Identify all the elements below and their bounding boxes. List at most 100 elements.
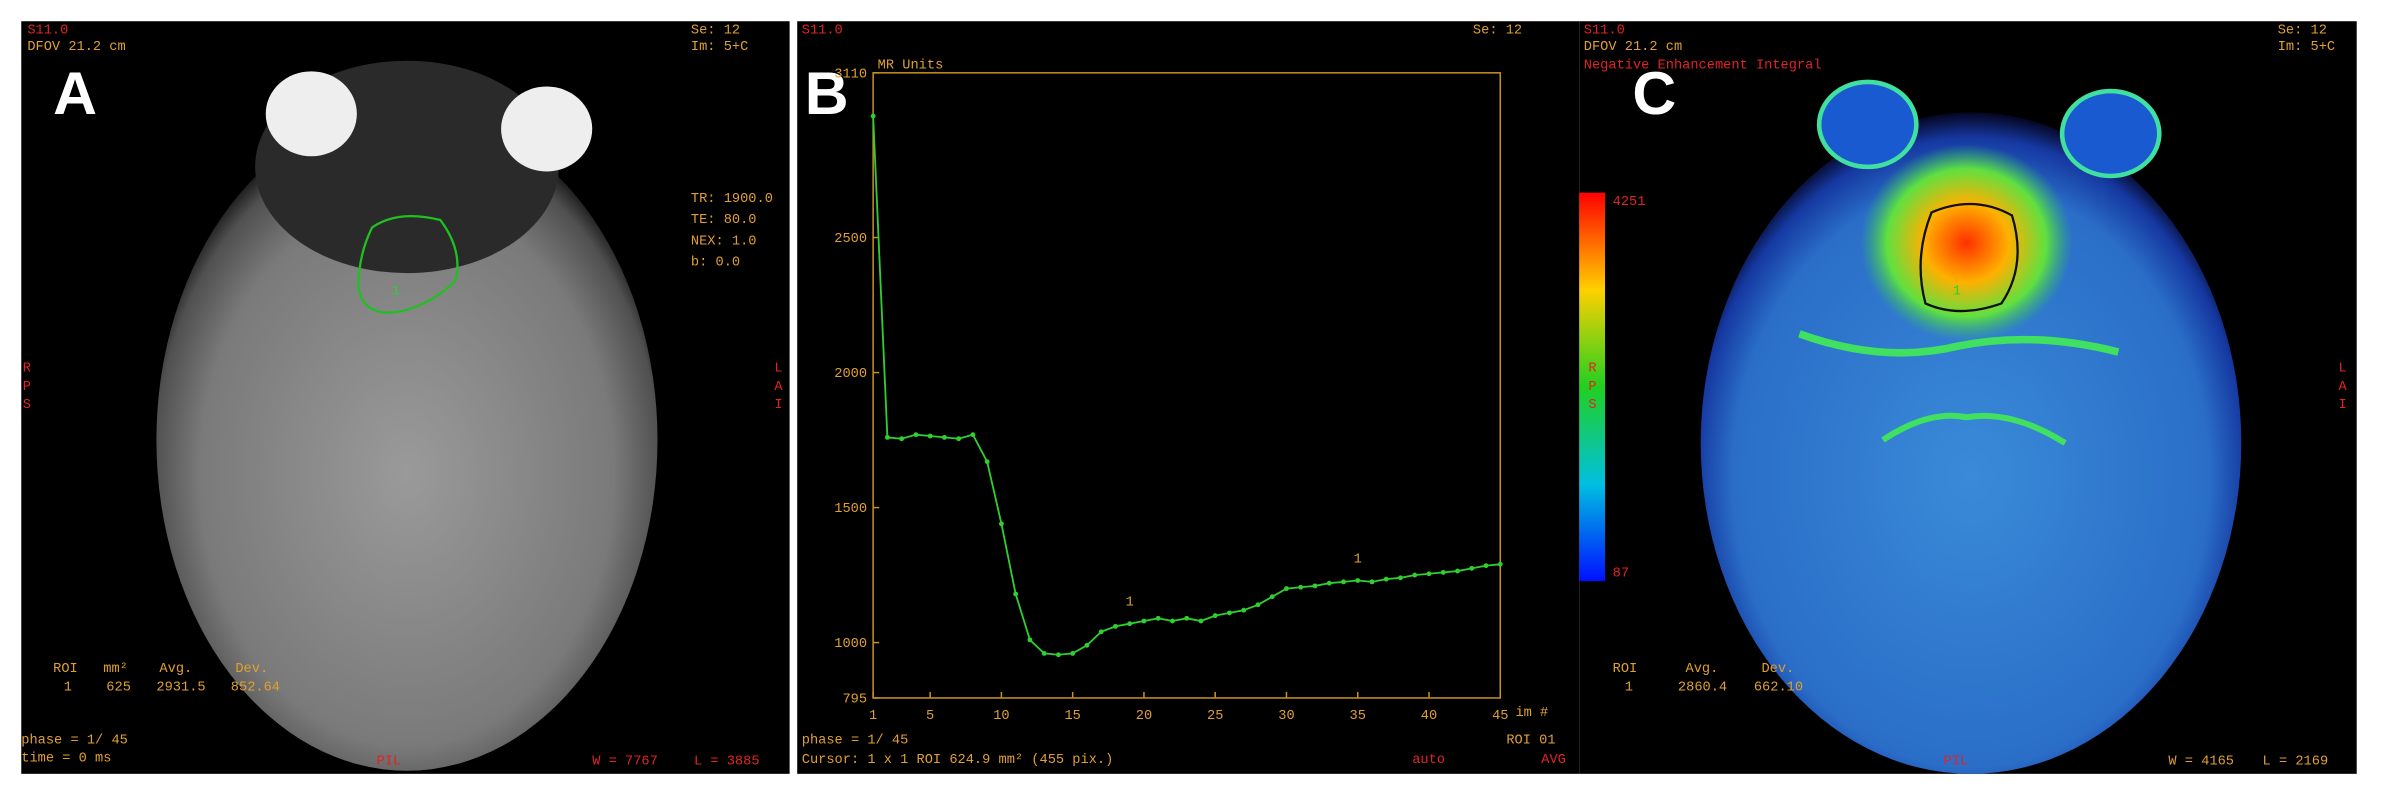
data-point xyxy=(1141,618,1147,624)
orientation: R xyxy=(1588,362,1596,377)
data-point xyxy=(941,434,947,440)
y-tick-label: 2500 xyxy=(834,232,867,247)
y-tick-label: 795 xyxy=(842,693,867,708)
roi-mark: 1 xyxy=(392,284,400,299)
data-point xyxy=(1027,637,1033,643)
data-point xyxy=(1070,650,1076,656)
data-point xyxy=(1355,578,1361,583)
curve-label: 1 xyxy=(1354,552,1362,567)
data-point xyxy=(1041,650,1047,656)
data-point xyxy=(1383,576,1389,582)
data-point xyxy=(1298,584,1304,590)
series: Se: 12 xyxy=(691,23,740,38)
data-point xyxy=(998,521,1004,527)
colorbar-max: 4251 xyxy=(1613,195,1646,210)
data-point xyxy=(1412,572,1418,578)
data-point xyxy=(1483,563,1489,569)
plot-frame xyxy=(872,72,1502,699)
image-number: Im: 5+C xyxy=(691,40,748,55)
roi-header: Avg. xyxy=(159,662,192,677)
roi-contour xyxy=(357,214,459,314)
x-tick-label: 45 xyxy=(1492,709,1508,724)
data-point xyxy=(1398,575,1403,581)
x-tick-label: 35 xyxy=(1350,709,1366,724)
data-point xyxy=(1455,568,1460,574)
panel-a: 1 A S11.0 DFOV 21.2 cm Se: 12 Im: 5+C TR… xyxy=(21,21,790,774)
cursor: Cursor: 1 x 1 ROI 624.9 mm² (455 pix.) xyxy=(802,753,1114,768)
data-point xyxy=(1127,621,1133,627)
level: L = 3885 xyxy=(694,755,760,770)
mri-eye xyxy=(2059,88,2162,179)
dfov: DFOV 21.2 cm xyxy=(27,40,125,55)
y-tick-label: 3110 xyxy=(834,67,867,82)
x-tick-label: 40 xyxy=(1421,709,1437,724)
panel-c: 1 4251 87 R P S C S11.0 DFOV 21.2 cm Neg… xyxy=(1579,21,2357,774)
data-point xyxy=(1241,607,1247,613)
series-number: S11.0 xyxy=(1584,23,1625,38)
data-point xyxy=(1426,571,1432,577)
data-point xyxy=(1212,613,1218,619)
panel-background xyxy=(797,21,1580,774)
window: W = 4165 xyxy=(2168,755,2234,770)
orientation: P xyxy=(23,380,31,395)
colorbar xyxy=(1579,192,1606,582)
series: Se: 12 xyxy=(2278,23,2327,38)
roi-value: 1 xyxy=(64,680,72,695)
roi-id: ROI 01 xyxy=(1506,733,1555,748)
mri-image xyxy=(156,109,658,771)
data-point xyxy=(1255,602,1261,608)
orientation: S xyxy=(23,398,31,413)
level: L = 2169 xyxy=(2263,755,2329,770)
data-point xyxy=(1284,586,1289,592)
panel-label: A xyxy=(53,59,97,127)
x-tick-label: 20 xyxy=(1136,709,1152,724)
roi-contour xyxy=(1919,202,2019,313)
panel-label: C xyxy=(1632,59,1676,127)
param: TE: 80.0 xyxy=(691,213,757,228)
roi-header: ROI xyxy=(53,662,78,677)
param: b: 0.0 xyxy=(691,256,740,271)
data-point xyxy=(1369,579,1375,585)
mri-map xyxy=(1700,112,2242,774)
data-point xyxy=(899,436,905,442)
data-point xyxy=(984,459,990,465)
data-point xyxy=(956,436,962,442)
roi-value: 2931.5 xyxy=(156,680,205,695)
x-tick-label: 5 xyxy=(926,709,934,724)
param: TR: 1900.0 xyxy=(691,192,773,207)
roi-header: Avg. xyxy=(1686,662,1719,677)
data-point xyxy=(1084,642,1090,648)
data-point xyxy=(1497,561,1503,567)
x-tick-label: 1 xyxy=(869,709,877,724)
data-point xyxy=(1312,583,1318,589)
data-point xyxy=(1227,610,1232,616)
image-number: Im: 5+C xyxy=(2278,40,2335,55)
orientation: L xyxy=(2338,362,2346,377)
orientation: I xyxy=(774,398,782,413)
window: W = 7767 xyxy=(592,755,658,770)
y-tick-label: 2000 xyxy=(834,367,867,382)
orientation: L xyxy=(774,362,782,377)
roi-value: 852.64 xyxy=(231,680,280,695)
x-tick-label: 25 xyxy=(1207,709,1223,724)
roi-value: 625 xyxy=(106,680,131,695)
vessel xyxy=(1798,330,2120,357)
roi-value: 662.10 xyxy=(1754,680,1803,695)
phase: phase = 1/ 45 xyxy=(802,733,909,748)
data-point xyxy=(1170,618,1175,624)
map-name: Negative Enhancement Integral xyxy=(1584,58,1822,73)
data-point xyxy=(1013,591,1019,597)
y-tick-label: 1000 xyxy=(834,637,867,652)
series-number: S11.0 xyxy=(802,23,843,38)
orientation: P xyxy=(1588,380,1596,395)
time: time = 0 ms xyxy=(21,752,111,767)
y-axis-label: MR Units xyxy=(878,58,944,73)
avg: AVG xyxy=(1541,753,1566,768)
roi-mark: 1 xyxy=(1953,284,1961,299)
series-number: S11.0 xyxy=(27,23,68,38)
roi-header: ROI xyxy=(1613,662,1638,677)
panel-b: B S11.0 Se: 12 MR Units im # ROI 01 AVG … xyxy=(797,21,1580,774)
data-point xyxy=(1198,618,1204,624)
